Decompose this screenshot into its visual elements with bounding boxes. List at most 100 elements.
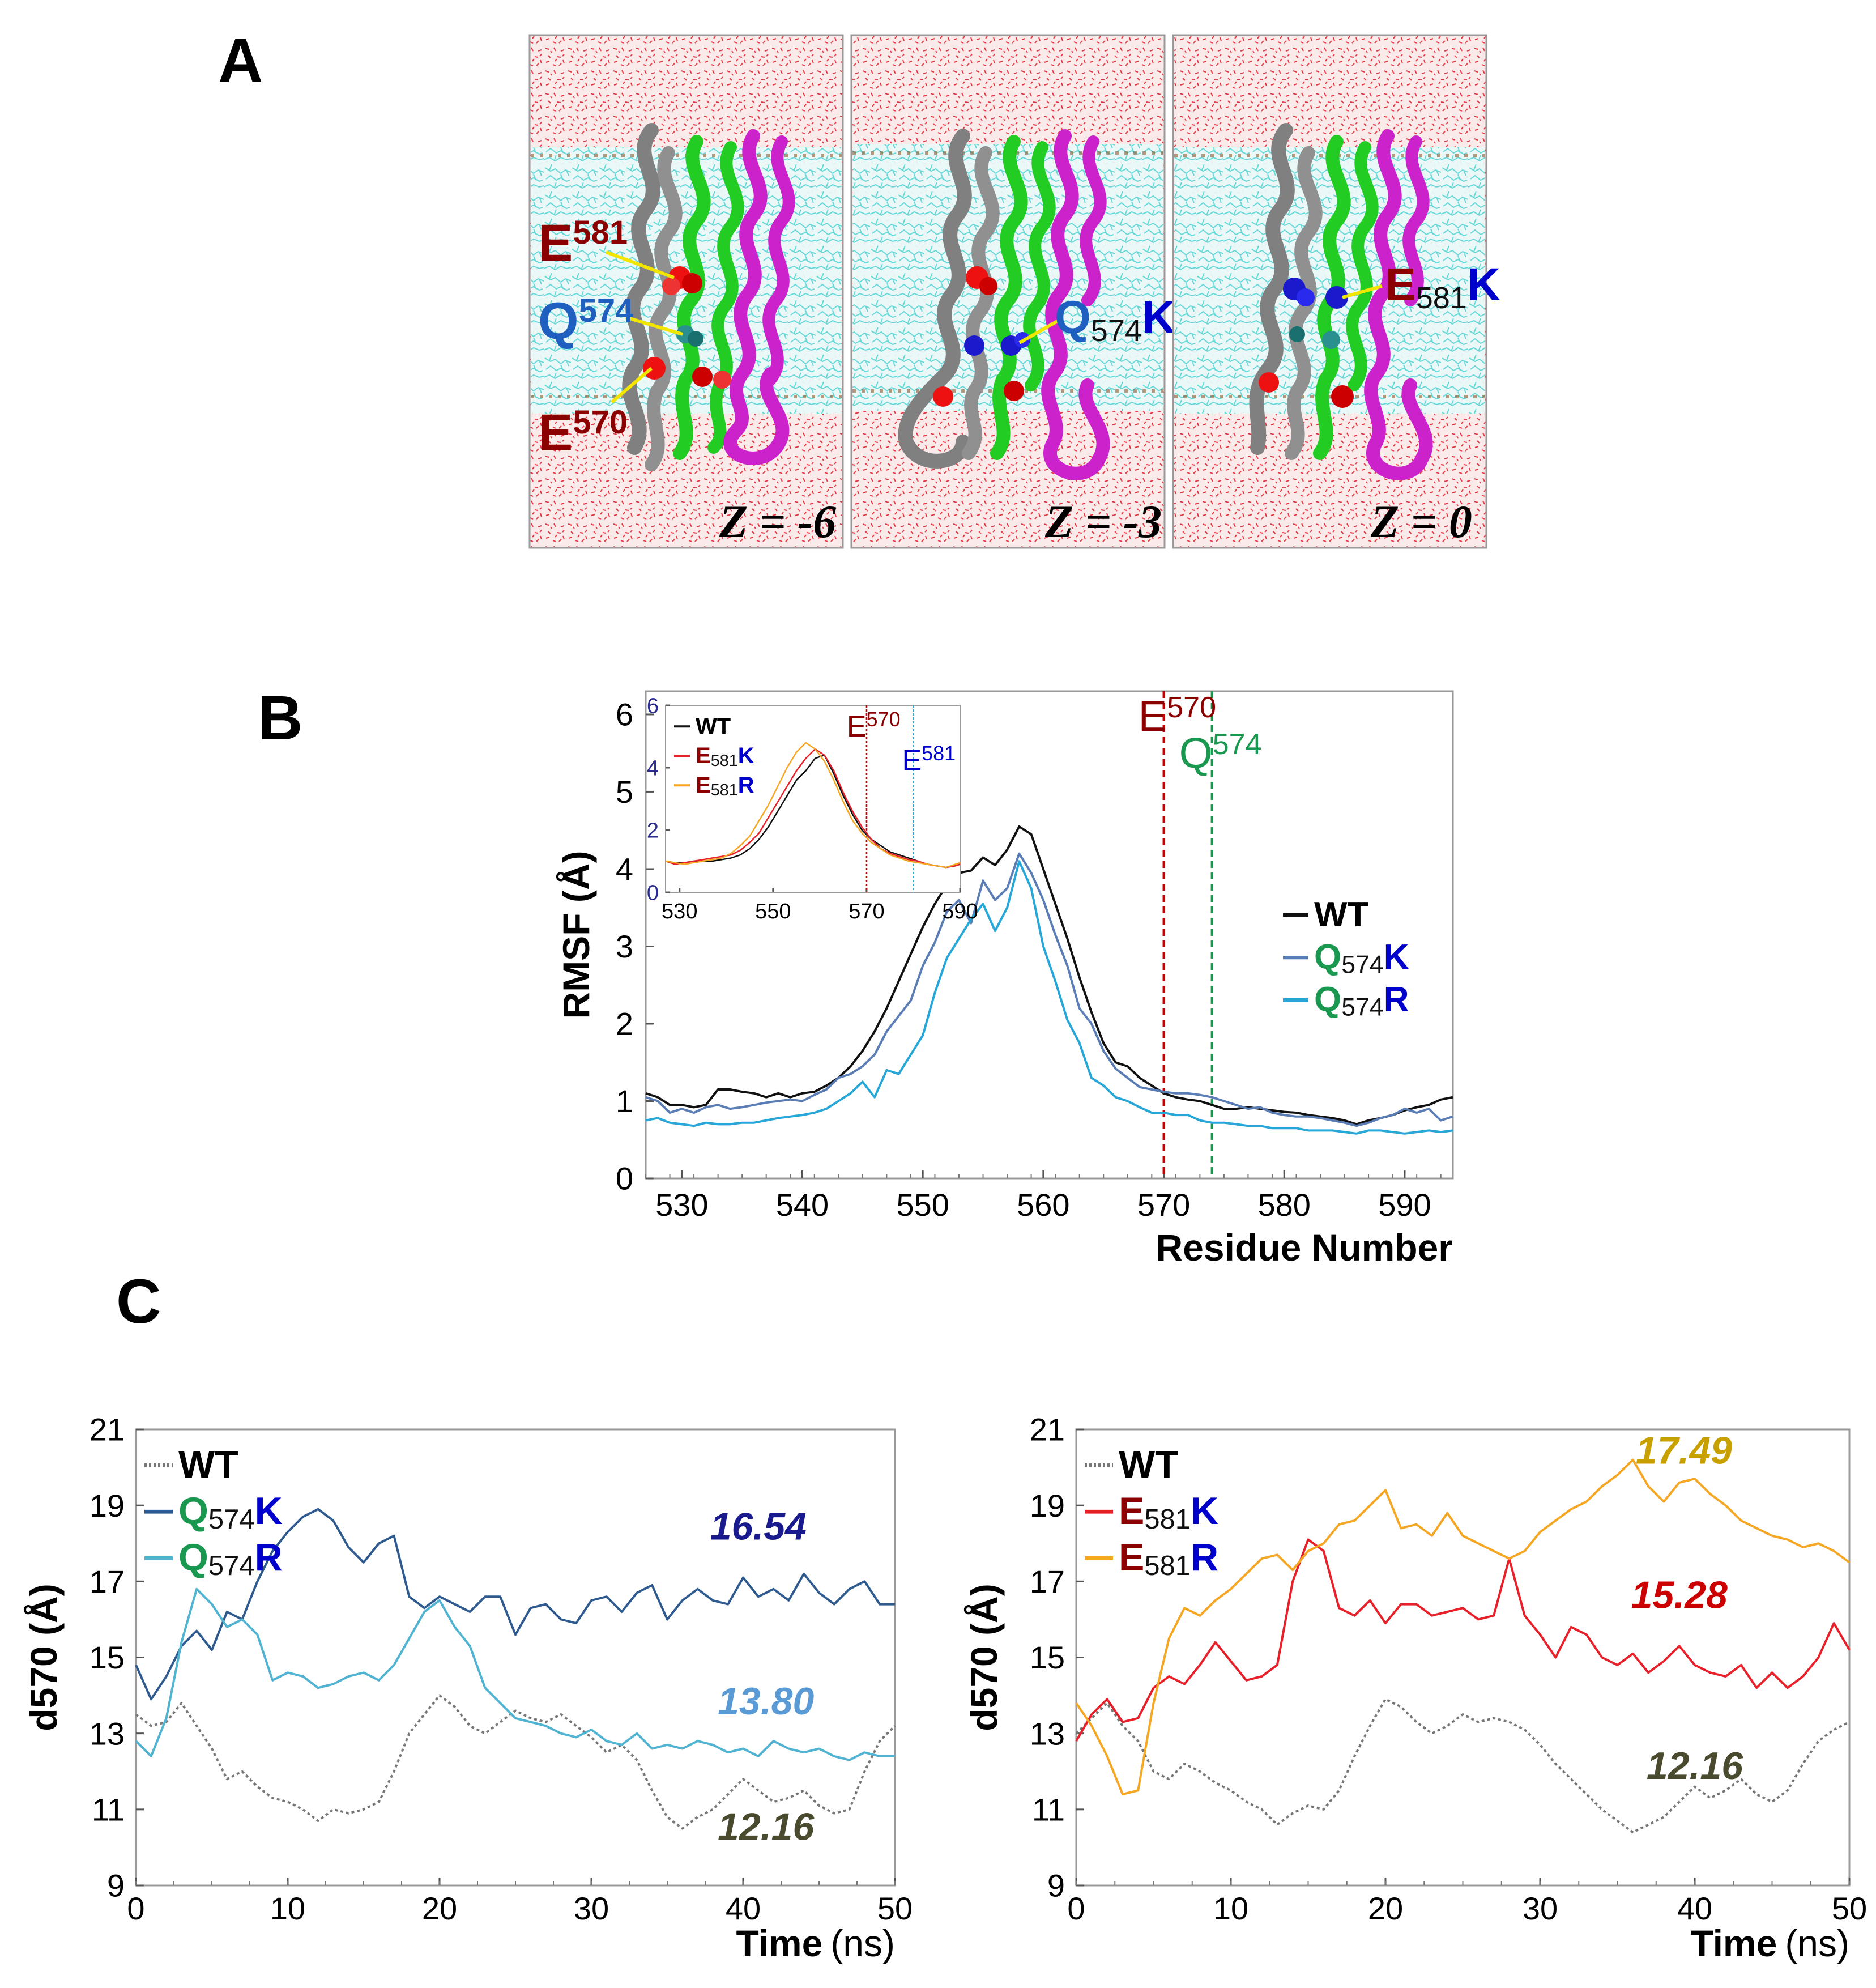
d570-right-ylabel: d570 (Å) [963,1583,1005,1731]
d570-right-legend-label: E581R [1119,1536,1218,1581]
d570-right-ytick-label: 11 [1032,1791,1065,1827]
d570-left-legend-label: Q574R [178,1536,283,1581]
rmsf-ytick-label: 2 [616,1006,633,1042]
rmsf-series-q574k [645,852,1453,1127]
d570-left-ytick-label: 17 [89,1564,125,1599]
d570-left-xtick-label: 30 [574,1891,609,1926]
rmsf-ylabel: RMSF (Å) [555,851,597,1019]
inset-ytick-label: 0 [647,881,659,905]
rmsf-ytick-label: 5 [616,774,633,810]
d570-left-chart: 0 10 20 30 40 50 9 11 13 15 17 19 21 d570 (Å) Time (ns)… [23,1412,913,1964]
inset-xtick-label: 570 [849,900,884,923]
d570-left-ytick-label: 11 [92,1791,125,1827]
d570-left-ytick-label: 21 [89,1412,125,1448]
rmsf-xtick-label: 570 [1137,1187,1190,1223]
q574k-label-a: Q [1055,292,1091,343]
q574-label-sup: 574 [579,292,634,329]
svg-text:E581: E581 [538,214,628,272]
inset-ytick-label: 6 [647,694,659,718]
d570-left-series-wt [135,1694,896,1830]
svg-text:Q574: Q574 [538,292,633,350]
rmsf-xtick-label: 580 [1258,1187,1311,1223]
d570-right-ytick-label: 15 [1030,1640,1065,1675]
d570-left-xlabel: Time (ns) [736,1922,895,1964]
inset-series-e581r [665,742,961,869]
rmsf-marker-label-574: Q574 [1179,728,1262,777]
e581k-label-b: 581 [1416,281,1467,315]
z-label-1: Z = -6 [719,496,836,547]
d570-left-xtick-label: 50 [877,1891,913,1926]
rmsf-xtick-label: 590 [1378,1187,1431,1223]
z-label-3: Z = 0 [1370,496,1472,547]
d570-left-legend-label: Q574K [178,1489,283,1535]
d570-right-series-e581k [1075,1538,1851,1742]
snapshot-z-minus-3: Q574K Z = -3 [850,34,1175,549]
rmsf-marker-label-570: E570 [1139,691,1216,740]
inset-xtick-label: 550 [755,900,791,923]
d570-left-ytick-label: 13 [89,1715,125,1751]
rmsf-ytick-label: 1 [616,1083,633,1119]
inset-xtick-label: 530 [662,900,697,923]
d570-right-xtick-label: 30 [1523,1891,1558,1926]
d570-right-annotation: 15.28 [1631,1573,1728,1616]
rmsf-ytick-label: 6 [616,697,633,733]
d570-left-annotation: 16.54 [710,1505,807,1548]
d570-right-ytick-label: 19 [1030,1488,1065,1523]
rmsf-xtick-label: 550 [896,1187,949,1223]
d570-right-ytick-label: 9 [1047,1868,1065,1904]
rmsf-legend-label: Q574R [1314,980,1409,1021]
d570-right-ytick-label: 13 [1030,1715,1065,1751]
d570-left-xtick-label: 10 [270,1891,305,1926]
d570-left-annotation: 13.80 [718,1680,814,1723]
d570-right-legend-label: WT [1119,1443,1179,1486]
z-label-2: Z = -3 [1044,496,1162,547]
d570-right-series-wt [1075,1698,1850,1834]
d570-left-series-q574r [135,1587,895,1761]
panel-c-letter: C [116,1267,161,1336]
d570-right-ytick-label: 17 [1030,1564,1065,1599]
d570-right-ytick-label: 21 [1030,1412,1065,1448]
inset-legend-label: E581R [696,773,754,799]
d570-right-xtick-label: 10 [1213,1891,1248,1926]
d570-left-ylabel: d570 (Å) [23,1583,65,1731]
d570-left-ytick-label: 19 [89,1488,125,1523]
inset-legend-label: E581K [696,743,754,770]
d570-right-annotation: 12.16 [1647,1744,1743,1787]
d570-right-annotation: 17.49 [1636,1429,1732,1472]
q574k-label-c: K [1142,292,1175,343]
d570-right-xtick-label: 50 [1832,1891,1867,1926]
d570-left-legend-label: WT [178,1443,238,1486]
d570-right-xtick-label: 20 [1368,1891,1403,1926]
svg-text:Q574K: Q574K [1055,292,1175,348]
d570-right-legend-label: E581K [1119,1489,1218,1535]
rmsf-ytick-label: 0 [616,1161,633,1197]
svg-text:E581K: E581K [1385,259,1500,315]
d570-left-annotation: 12.16 [718,1806,815,1849]
rmsf-ytick-label: 4 [616,852,633,887]
e581-label-base: E [538,214,573,272]
d570-left-xtick-label: 20 [422,1891,457,1926]
d570-right-series-e581r [1075,1458,1851,1795]
q574-label-base: Q [538,292,579,350]
d570-left-ytick-label: 9 [107,1868,125,1904]
d570-left-plot-frame [135,1428,896,1887]
rmsf-xtick-label: 560 [1017,1187,1069,1223]
d570-right-chart: 0 10 20 30 40 50 9 11 13 15 17 19 21 d570 (Å) Time (ns)… [963,1412,1867,1964]
q574k-label-b: 574 [1091,314,1142,348]
panel-a: E581 Q574 E570 Z = -6 Q574K Z = -3 [528,34,1500,549]
panel-b-letter: B [258,683,302,753]
d570-left-ytick-label: 15 [89,1640,125,1675]
rmsf-series-wt [645,825,1453,1126]
e581-label-sup: 581 [573,214,628,251]
inset-legend-label: WT [696,714,731,739]
rmsf-xtick-label: 530 [655,1187,708,1223]
rmsf-legend-label: Q574K [1314,938,1409,978]
d570-right-xtick-label: 40 [1677,1891,1712,1926]
e570-label-sup: 570 [573,404,628,441]
e581k-label-c: K [1467,259,1500,310]
d570-right-xlabel: Time (ns) [1690,1922,1849,1964]
d570-left-xtick-label: 40 [726,1891,761,1926]
d570-right-xtick-label: 0 [1067,1891,1085,1926]
